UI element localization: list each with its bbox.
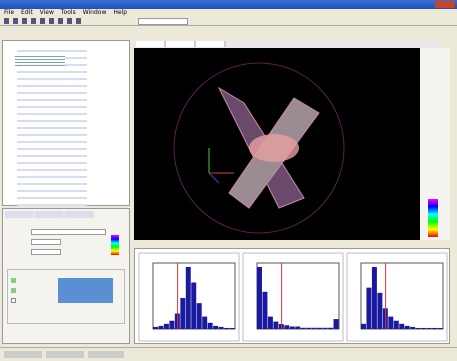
title-bar (0, 0, 457, 9)
histogram-bar (262, 292, 267, 329)
histogram-bar (410, 327, 415, 329)
histogram-bar (284, 325, 289, 329)
histogram-bar (224, 328, 229, 329)
side-panel (420, 48, 450, 240)
menu-item[interactable]: Window (83, 9, 107, 16)
histogram-bar (312, 328, 317, 329)
histogram-bar (323, 328, 328, 329)
histogram-bar (334, 319, 339, 329)
tabs[interactable] (5, 211, 95, 218)
tab[interactable] (136, 41, 226, 47)
histogram-bar (202, 317, 207, 329)
histogram-bar (164, 324, 169, 329)
input[interactable] (31, 239, 61, 245)
selection-list[interactable] (58, 278, 113, 303)
histogram-bar (186, 267, 191, 329)
histogram-bar (421, 328, 426, 329)
histograms (135, 249, 449, 343)
histogram-bar (328, 328, 333, 329)
toolbar-icons[interactable] (4, 18, 84, 24)
hot-region (249, 134, 299, 162)
histogram-bar (257, 267, 262, 329)
histogram-bar (230, 328, 235, 329)
status-items (4, 351, 124, 358)
dropdown[interactable] (138, 18, 188, 25)
tree-items[interactable] (17, 46, 87, 206)
histogram-bar (169, 321, 174, 329)
histogram-bar (438, 328, 443, 329)
histogram-bar (317, 328, 322, 329)
histogram-bar (427, 328, 432, 329)
window-controls[interactable] (435, 1, 455, 8)
histogram-bar (153, 327, 158, 329)
histogram-bar (361, 324, 366, 329)
menu-item[interactable]: Edit (21, 9, 33, 16)
histogram-bar (158, 326, 163, 329)
histogram-bar (388, 317, 393, 329)
histogram-bar (273, 322, 278, 329)
histogram-bar (306, 328, 311, 329)
tree-panel (2, 40, 130, 206)
histogram-panel (134, 248, 450, 344)
histogram-bar (377, 293, 382, 329)
checkbox[interactable] (11, 298, 16, 303)
toolbar (0, 17, 457, 26)
histogram-bar (191, 283, 196, 330)
menu-item[interactable]: View (40, 9, 54, 16)
histogram-bar (268, 317, 273, 329)
histogram-bar (405, 326, 410, 329)
histogram-bar (432, 328, 437, 329)
group-box (7, 269, 125, 324)
histogram-bar (208, 323, 213, 329)
status-bar (0, 347, 457, 361)
3d-viewport (134, 48, 420, 240)
menu-item[interactable]: File (4, 9, 14, 16)
histogram-bar (416, 328, 421, 329)
view-tabs (134, 40, 440, 48)
histogram-bar (295, 327, 300, 329)
menu-item[interactable]: Tools (61, 9, 76, 16)
histogram-bar (301, 328, 306, 329)
checkbox[interactable] (11, 278, 16, 283)
properties-panel (2, 208, 130, 344)
menu-bar: File Edit View Tools Window Help (4, 9, 304, 17)
histogram-bar (399, 324, 404, 329)
histogram-bar (290, 327, 295, 329)
histogram-bar (197, 303, 202, 329)
tree-root[interactable] (15, 54, 65, 66)
dropdown[interactable] (31, 229, 106, 235)
input[interactable] (31, 249, 61, 255)
histogram-bar (219, 327, 224, 329)
menu-item[interactable]: Help (113, 9, 127, 16)
histogram-bar (180, 298, 185, 329)
color-scale (111, 235, 119, 255)
histogram-bar (394, 321, 399, 329)
colorbar (427, 198, 439, 238)
histogram-bar (366, 288, 371, 329)
histogram-bar (213, 326, 218, 329)
histogram-bar (372, 267, 377, 329)
checkbox[interactable] (11, 288, 16, 293)
app-window: FileEditViewToolsWindowHelp (() => { con… (0, 0, 457, 361)
